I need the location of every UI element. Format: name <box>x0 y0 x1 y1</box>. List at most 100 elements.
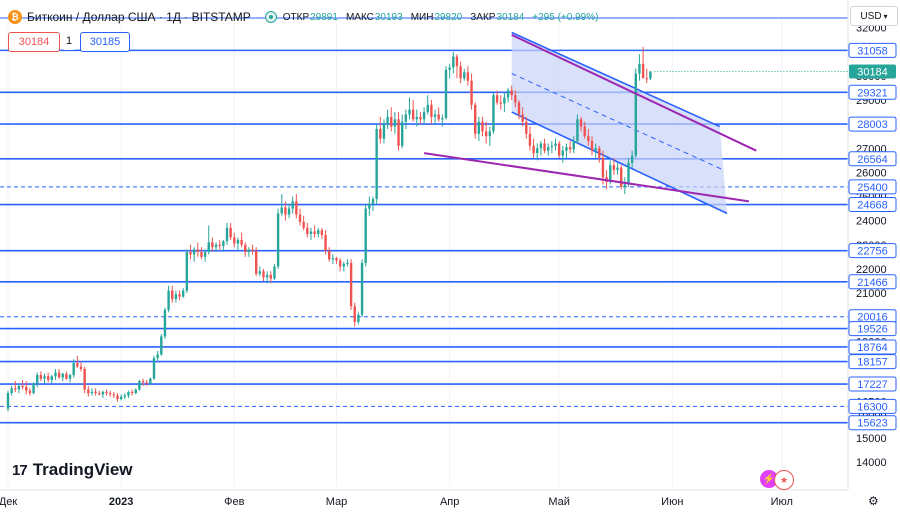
level-label-box[interactable] <box>848 84 897 100</box>
level-label-box[interactable] <box>848 116 897 132</box>
level-label-box[interactable] <box>848 151 897 167</box>
close-value: 30184 <box>496 11 525 23</box>
candle-body <box>222 241 225 246</box>
candle-body <box>309 231 313 234</box>
candle-body <box>109 393 112 395</box>
candle-body <box>189 252 192 255</box>
trendline[interactable] <box>511 33 757 152</box>
candle-body <box>328 250 331 260</box>
candle-body <box>174 294 178 300</box>
candle-body <box>411 109 415 120</box>
candle-body <box>119 396 123 400</box>
descending-channel[interactable] <box>511 31 728 215</box>
level-label[interactable]: 15623 <box>857 418 888 430</box>
candle-body <box>46 376 50 380</box>
candle-body <box>590 141 594 151</box>
level-label[interactable]: 18764 <box>857 342 888 354</box>
candle-body <box>57 372 61 378</box>
candle-body <box>306 227 309 234</box>
level-label-box[interactable] <box>848 197 897 213</box>
level-label[interactable]: 19526 <box>857 324 888 336</box>
level-label-box[interactable] <box>848 415 897 431</box>
level-label[interactable]: 18157 <box>857 357 888 369</box>
candle-body <box>565 147 568 151</box>
level-label-box[interactable] <box>848 321 897 337</box>
candle-body <box>233 237 236 244</box>
gear-icon[interactable]: ⚙ <box>868 494 879 508</box>
time-tick-label: 2023 <box>109 496 133 508</box>
candle-body <box>127 391 130 396</box>
candle-body <box>244 244 247 252</box>
level-label-box[interactable] <box>848 42 897 58</box>
level-label[interactable]: 25400 <box>857 182 888 194</box>
candle-body <box>612 165 616 170</box>
candle-body <box>313 231 316 234</box>
channel-lower-line[interactable] <box>511 111 728 215</box>
level-label-box[interactable] <box>848 376 897 392</box>
level-label[interactable]: 22756 <box>857 246 888 258</box>
candle-body <box>470 80 473 105</box>
level-label[interactable]: 26564 <box>857 154 888 166</box>
level-label-box[interactable] <box>848 398 897 414</box>
currency-selector[interactable]: USD ▾ <box>850 6 898 26</box>
channel-mid-line[interactable] <box>511 73 724 171</box>
candle-body <box>87 389 90 394</box>
candle-body <box>368 203 371 209</box>
ohlc-close: ЗАКР30184 <box>470 12 524 23</box>
candle-body <box>455 56 459 67</box>
candle-body <box>503 97 506 104</box>
candle-body <box>178 294 181 297</box>
high-label: МАКС <box>345 11 374 23</box>
change-value: +295 (+0.99%) <box>532 11 599 23</box>
tradingview-logo[interactable]: 17 TradingView <box>12 460 133 480</box>
level-label[interactable]: 28003 <box>857 119 888 131</box>
trendlines[interactable] <box>423 33 757 203</box>
candle-body <box>557 143 561 156</box>
symbol-title[interactable]: Биткоин / Доллар США · 1Д · BITSTAMP <box>27 10 251 24</box>
price-axis[interactable]: 1400015000160001650019000210002200023000… <box>847 0 900 514</box>
candle-body <box>68 375 72 379</box>
level-label[interactable]: 29321 <box>857 87 888 99</box>
candle-body <box>182 290 185 297</box>
level-label[interactable]: 21466 <box>857 277 888 289</box>
candle-body <box>426 104 429 113</box>
candle-body <box>441 118 444 120</box>
time-tick-label: Май <box>548 496 570 508</box>
level-label-box[interactable] <box>848 339 897 355</box>
candle-body <box>171 290 174 300</box>
candle-body <box>342 264 345 267</box>
price-tick-label: 22000 <box>856 264 887 276</box>
channel-upper-line[interactable] <box>511 31 721 128</box>
candle-body <box>587 136 590 142</box>
level-label[interactable]: 31058 <box>857 45 888 57</box>
ohlc-low: МИН29820 <box>411 12 463 23</box>
level-label[interactable]: 24668 <box>857 200 888 212</box>
last-price-label[interactable]: 30184 <box>857 66 888 78</box>
level-label-box[interactable] <box>848 274 897 290</box>
time-axis[interactable]: Дек 2023 Фев Мар Апр Май Июн Июл <box>0 489 900 508</box>
us-flag-icon[interactable]: ★ <box>774 470 794 490</box>
trendline[interactable] <box>423 152 750 203</box>
candle-body <box>280 207 283 214</box>
candle-body <box>353 306 356 322</box>
ohlc-open: ОТКР29891 <box>283 12 338 23</box>
candle-body <box>76 362 79 367</box>
level-label-box[interactable] <box>848 243 897 259</box>
level-label[interactable]: 17227 <box>857 379 888 391</box>
candle-body <box>251 249 254 251</box>
candle-body <box>229 227 232 238</box>
last-price-box[interactable] <box>849 64 896 79</box>
level-label[interactable]: 20016 <box>857 312 888 324</box>
order-quantity[interactable]: 1 <box>62 32 76 50</box>
candle-body <box>269 274 272 279</box>
candle-body <box>156 354 159 359</box>
lightning-icon[interactable]: ⚡ <box>760 470 778 488</box>
candle-body <box>601 157 605 178</box>
level-label-box[interactable] <box>848 179 897 195</box>
buy-button[interactable]: 30185 <box>80 32 130 52</box>
sell-button[interactable]: 30184 <box>8 32 60 52</box>
candle-body <box>452 56 455 68</box>
level-label[interactable]: 16300 <box>857 401 888 413</box>
level-label-box[interactable] <box>848 354 897 370</box>
